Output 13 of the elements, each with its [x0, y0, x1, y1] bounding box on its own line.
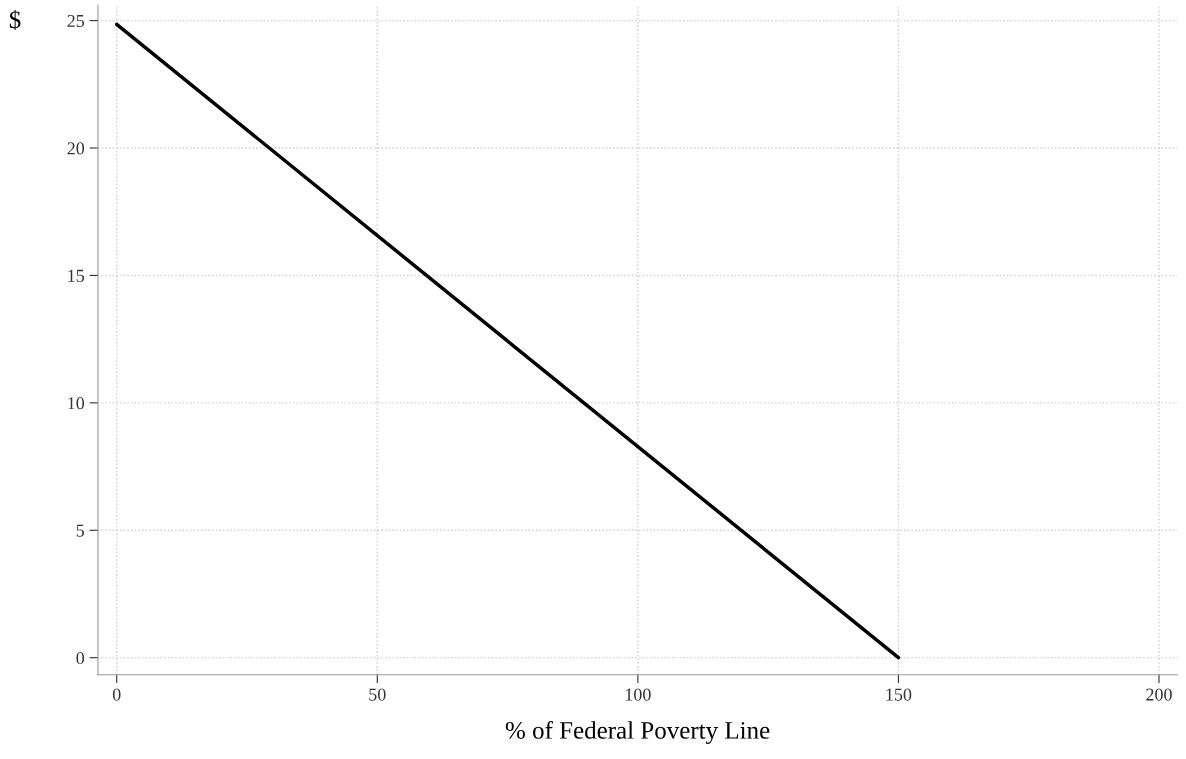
y-tick-label: 10: [68, 397, 85, 410]
y-tick-label: 0: [76, 651, 85, 665]
y-tick-label: 25: [67, 14, 85, 28]
y-tick-label: 20: [67, 142, 85, 155]
x-tick-label: 100: [625, 688, 651, 701]
x-tick-label: 0: [112, 688, 121, 701]
y-axis-title: $: [9, 9, 21, 30]
y-tick-label: 5: [76, 524, 85, 537]
x-axis-title: % of Federal Poverty Line: [505, 720, 770, 744]
x-tick-label: 150: [886, 688, 912, 701]
x-tick-label: 50: [369, 688, 386, 701]
y-tick-label: 15: [68, 269, 85, 282]
x-tick-label: 200: [1146, 688, 1172, 701]
